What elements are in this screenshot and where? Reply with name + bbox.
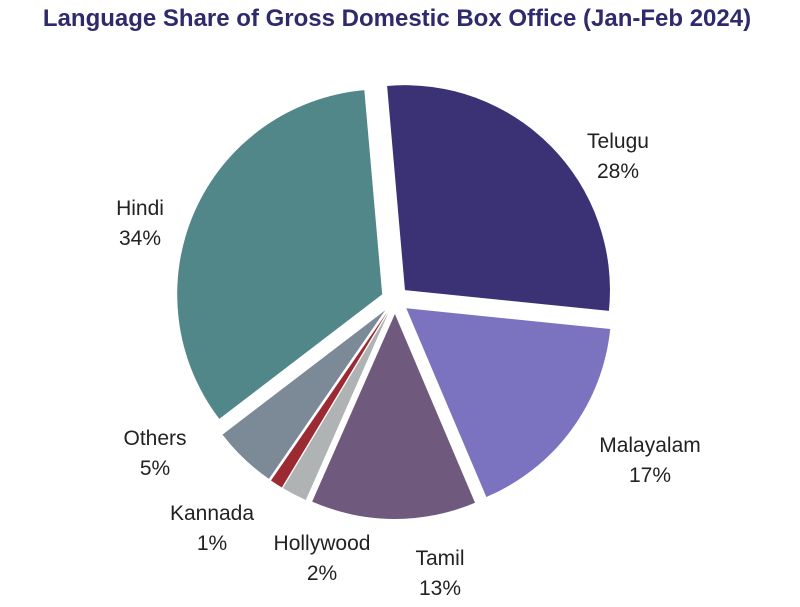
category-label: Telugu bbox=[587, 130, 649, 153]
pie-slice bbox=[271, 311, 388, 488]
chart-title: Language Share of Gross Domestic Box Off… bbox=[43, 5, 751, 32]
slice-label: Malayalam 17% bbox=[599, 434, 701, 487]
pie-slice bbox=[282, 312, 389, 500]
value-label: 17% bbox=[629, 464, 671, 487]
slice-label: Kannada 1% bbox=[170, 502, 254, 555]
value-label: 1% bbox=[197, 532, 227, 555]
value-label: 5% bbox=[140, 457, 170, 480]
pie-slice bbox=[406, 308, 611, 498]
pie-slice bbox=[222, 310, 386, 479]
value-label: 28% bbox=[597, 160, 639, 183]
category-label: Tamil bbox=[415, 547, 464, 570]
slice-label: Hindi 34% bbox=[116, 197, 164, 250]
category-label: Kannada bbox=[170, 502, 254, 525]
value-label: 34% bbox=[119, 227, 161, 250]
value-label: 13% bbox=[419, 577, 461, 600]
slice-label: Others 5% bbox=[123, 427, 186, 480]
category-label: Hollywood bbox=[274, 532, 371, 555]
slice-label: Telugu 28% bbox=[587, 130, 649, 183]
slice-label: Tamil 13% bbox=[415, 547, 464, 600]
pie-slice bbox=[387, 85, 610, 311]
category-label: Malayalam bbox=[599, 434, 701, 457]
category-label: Others bbox=[123, 427, 186, 450]
slice-label: Hollywood 2% bbox=[274, 532, 371, 585]
pie-slice bbox=[312, 313, 476, 519]
pie-slice bbox=[177, 90, 383, 419]
value-label: 2% bbox=[307, 562, 337, 585]
category-label: Hindi bbox=[116, 197, 164, 220]
